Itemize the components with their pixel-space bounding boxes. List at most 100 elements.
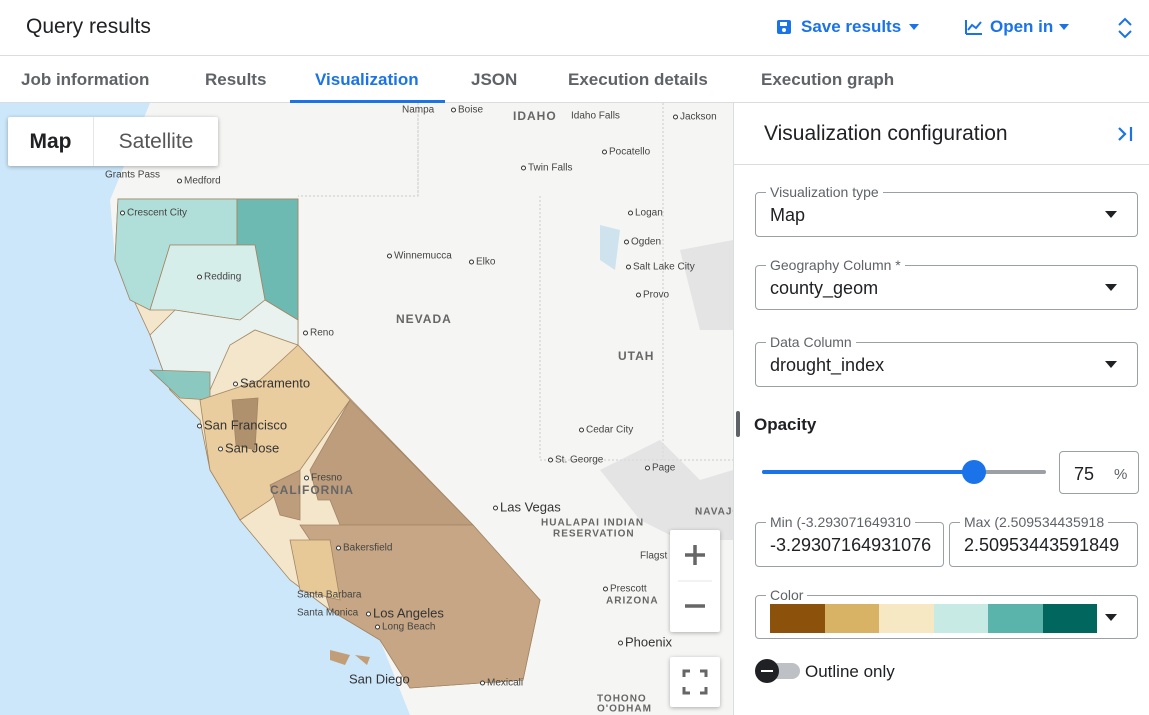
map-label-wrap: CALIFORNIA — [270, 483, 354, 497]
map-label: Provo — [643, 289, 670, 301]
map-canvas — [0, 103, 733, 715]
satellite-button[interactable]: Satellite — [118, 130, 194, 153]
map-label: San Francisco — [204, 417, 288, 433]
dropdown-icon — [1105, 284, 1117, 291]
map-label-wrap: NEVADA — [396, 312, 452, 326]
min-input[interactable]: Min (-3.293071649310 -3.29307164931076 — [755, 514, 944, 567]
map-label-wrap: Sacramento — [233, 376, 310, 391]
tab[interactable]: Execution details — [568, 70, 708, 89]
map-label-wrap: Grants Pass — [105, 170, 160, 181]
map-label: Phoenix — [625, 634, 672, 650]
max-input[interactable]: Max (2.509534435918 2.50953443591849 — [949, 514, 1138, 567]
save-results-button[interactable]: Save results — [775, 17, 920, 37]
map-label: Mexicali — [487, 677, 524, 689]
opacity-slider[interactable] — [754, 459, 1054, 489]
map-label-wrap: Fresno — [304, 473, 342, 484]
opacity-input[interactable]: 75 % — [1059, 451, 1139, 494]
city-dot — [618, 640, 623, 646]
map-label: Prescott — [610, 583, 647, 595]
map-label-wrap: Winnemucca — [387, 251, 452, 262]
tab-bar: Job information Results Visualization JSON E… — [0, 56, 1149, 103]
map-label-wrap: Logan — [628, 208, 663, 219]
city-dot — [603, 586, 608, 592]
config-panel: Visualization configuration Visualizatio… — [733, 103, 1149, 715]
tab[interactable]: Job information — [21, 70, 150, 89]
map-label-wrap: Reno — [303, 328, 334, 339]
collapse-icon[interactable] — [1116, 125, 1134, 143]
color-swatch — [933, 604, 988, 633]
tab[interactable]: Visualization — [315, 70, 419, 89]
map-label: Page — [652, 462, 676, 474]
opacity-label: Opacity — [754, 415, 817, 434]
city-dot — [303, 330, 308, 336]
map-label: Sacramento — [240, 375, 311, 391]
map-label: Logan — [635, 207, 663, 219]
city-dot — [387, 253, 392, 259]
tab[interactable]: Results — [205, 70, 267, 89]
select-field[interactable]: Visualization type Map — [755, 184, 1138, 237]
map: Map Satellite Nampa Boise IDAHO Idaho Falls… — [0, 103, 733, 715]
map-label: Long Beach — [382, 621, 436, 633]
zoom-in[interactable] — [685, 545, 705, 565]
chart-icon — [965, 20, 982, 35]
resize-handle[interactable] — [736, 411, 740, 437]
map-label: Santa Monica — [297, 607, 359, 619]
city-dot — [233, 381, 238, 387]
map-label-wrap: Santa Barbara — [297, 590, 362, 601]
color-swatch — [770, 604, 825, 633]
map-label-wrap: NAVAJO — [695, 507, 733, 518]
map-label-wrap: Provo — [636, 290, 669, 301]
fullscreen-button[interactable] — [670, 657, 720, 707]
city-dot — [469, 259, 474, 265]
map-label: Las Vegas — [500, 499, 561, 515]
map-label: Los Angeles — [373, 605, 444, 621]
tab[interactable]: JSON — [471, 70, 518, 89]
map-label-wrap: Elko — [469, 257, 495, 268]
map-label: Twin Falls — [528, 162, 573, 174]
map-label: O'ODHAM — [597, 703, 652, 715]
city-dot — [493, 505, 498, 511]
field-label: Geography Column * — [766, 257, 905, 273]
map-label: Fresno — [311, 472, 343, 484]
color-select[interactable]: Color — [755, 587, 1138, 639]
field-value: Map — [770, 205, 806, 225]
map-label-wrap: Boise — [451, 105, 483, 116]
map-label: Medford — [184, 175, 221, 187]
map-label: NAVAJO — [695, 506, 733, 518]
page-title: Query results — [26, 15, 151, 38]
map-label: Salt Lake City — [633, 261, 695, 273]
opacity-unit: % — [1114, 466, 1128, 483]
map-label: Crescent City — [127, 207, 188, 219]
expand-icon[interactable] — [1117, 17, 1133, 39]
map-label: UTAH — [618, 349, 655, 363]
city-dot — [628, 210, 633, 216]
map-label-wrap: Santa Monica — [297, 608, 358, 619]
select-field[interactable]: Data Column drought_index — [755, 334, 1138, 387]
dropdown-icon — [909, 24, 920, 30]
tab[interactable]: Execution graph — [761, 70, 895, 89]
city-dot — [624, 239, 629, 245]
map-label: Flagst — [640, 550, 668, 562]
color-swatches — [770, 604, 1097, 633]
map-label-wrap: Twin Falls — [521, 163, 572, 174]
select-field[interactable]: Geography Column * county_geom — [755, 257, 1138, 310]
dropdown-icon — [1105, 361, 1117, 368]
max-value: 2.50953443591849 — [964, 535, 1120, 555]
map-label-wrap: Nampa — [402, 105, 434, 116]
map-label-wrap: St. George — [548, 455, 603, 466]
map-label: HUALAPAI INDIAN — [541, 517, 645, 529]
outline-toggle[interactable] — [754, 659, 804, 684]
panel-title: Visualization configuration — [764, 122, 1008, 145]
map-button[interactable]: Map — [8, 117, 94, 166]
map-label-wrap: UTAH — [618, 349, 654, 363]
city-dot — [645, 465, 650, 471]
color-label: Color — [766, 587, 808, 603]
map-label: Nampa — [402, 104, 435, 116]
city-dot — [336, 545, 341, 551]
map-label: ARIZONA — [606, 595, 659, 607]
open-in-button[interactable]: Open in — [964, 17, 1070, 37]
city-dot — [579, 427, 584, 433]
city-dot — [521, 165, 526, 171]
map-label: San Diego — [349, 671, 410, 687]
